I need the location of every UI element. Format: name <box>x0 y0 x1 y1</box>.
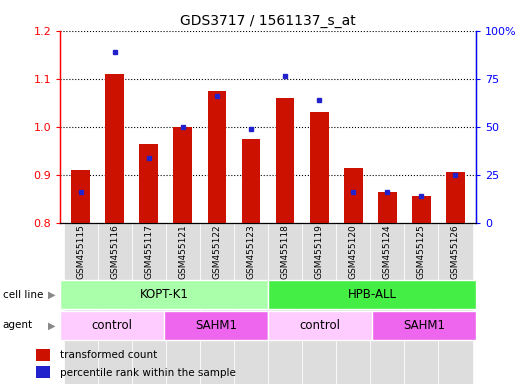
Text: transformed count: transformed count <box>60 350 157 360</box>
Bar <box>164 311 268 340</box>
Bar <box>60 311 164 340</box>
Bar <box>412 196 431 223</box>
Text: ▶: ▶ <box>48 290 55 300</box>
Text: cell line: cell line <box>3 290 43 300</box>
Bar <box>208 91 226 223</box>
Bar <box>268 280 476 309</box>
Text: control: control <box>300 319 340 332</box>
Bar <box>302 223 336 384</box>
Bar <box>268 223 302 384</box>
Bar <box>166 223 200 384</box>
Bar <box>370 223 404 384</box>
Bar <box>438 223 472 384</box>
Text: SAHM1: SAHM1 <box>195 319 237 332</box>
Bar <box>36 349 50 361</box>
Bar <box>344 167 362 223</box>
Bar <box>378 192 396 223</box>
Bar <box>310 112 328 223</box>
Bar <box>276 98 294 223</box>
Bar <box>60 280 268 309</box>
Text: percentile rank within the sample: percentile rank within the sample <box>60 367 235 377</box>
Bar <box>36 366 50 379</box>
Text: HPB-ALL: HPB-ALL <box>347 288 396 301</box>
Bar <box>132 223 166 384</box>
Bar <box>234 223 268 384</box>
Bar <box>71 170 90 223</box>
Text: ▶: ▶ <box>48 320 55 331</box>
Bar <box>200 223 234 384</box>
Bar <box>140 144 158 223</box>
Bar <box>404 223 438 384</box>
Bar <box>268 311 372 340</box>
Bar <box>64 223 98 384</box>
Bar <box>174 127 192 223</box>
Bar <box>242 139 260 223</box>
Text: SAHM1: SAHM1 <box>403 319 445 332</box>
Bar <box>98 223 132 384</box>
Bar <box>105 74 124 223</box>
Text: control: control <box>92 319 133 332</box>
Bar <box>446 172 465 223</box>
Bar <box>336 223 370 384</box>
Text: agent: agent <box>3 320 33 331</box>
Text: KOPT-K1: KOPT-K1 <box>140 288 188 301</box>
Bar <box>372 311 476 340</box>
Title: GDS3717 / 1561137_s_at: GDS3717 / 1561137_s_at <box>180 14 356 28</box>
